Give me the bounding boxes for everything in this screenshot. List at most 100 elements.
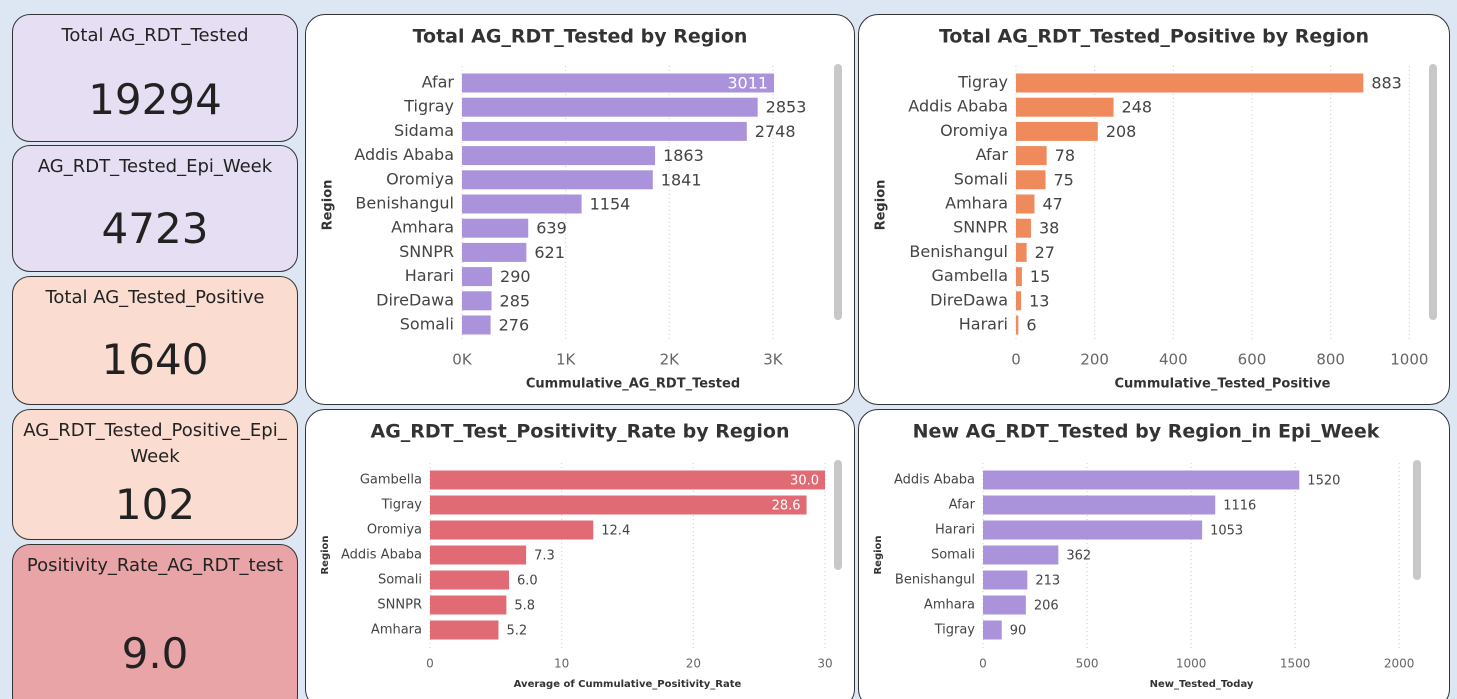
bar bbox=[983, 620, 1002, 640]
data-label: 30.0 bbox=[790, 474, 819, 489]
data-label: 15 bbox=[1030, 267, 1050, 286]
scrollbar bbox=[1429, 64, 1437, 320]
scrollbar bbox=[834, 460, 842, 570]
y-tick-label: Tigray bbox=[403, 97, 454, 116]
x-tick-label: 0K bbox=[452, 351, 473, 369]
y-tick-label: DireDawa bbox=[930, 290, 1008, 309]
bar bbox=[1016, 242, 1027, 262]
y-tick-label: Oromiya bbox=[386, 169, 454, 188]
data-label: 7.3 bbox=[534, 549, 555, 564]
x-tick-label: 0 bbox=[979, 657, 987, 671]
bar bbox=[983, 570, 1028, 590]
kpi-value: 102 bbox=[114, 480, 196, 529]
bar bbox=[1016, 97, 1114, 117]
bar bbox=[462, 194, 582, 214]
data-label: 47 bbox=[1042, 195, 1062, 214]
x-tick-label: 2K bbox=[660, 351, 681, 369]
data-label: 3011 bbox=[727, 74, 768, 93]
y-tick-label: Gambella bbox=[932, 266, 1008, 285]
y-tick-label: Gambella bbox=[360, 473, 422, 488]
kpi-value: 9.0 bbox=[121, 629, 189, 678]
y-tick-label: Amhara bbox=[371, 623, 422, 638]
bar bbox=[430, 570, 509, 590]
data-label: 1053 bbox=[1210, 524, 1243, 539]
bar bbox=[462, 267, 493, 287]
data-label: 12.4 bbox=[601, 524, 630, 539]
y-tick-label: Benishangul bbox=[909, 242, 1008, 261]
y-tick-label: SNNPR bbox=[953, 218, 1008, 237]
data-label: 78 bbox=[1055, 146, 1075, 165]
bar bbox=[462, 121, 747, 141]
x-tick-label: 3K bbox=[763, 351, 784, 369]
x-tick-label: 1500 bbox=[1280, 657, 1311, 671]
data-label: 2853 bbox=[766, 98, 807, 117]
data-label: 5.2 bbox=[506, 624, 527, 639]
data-label: 639 bbox=[536, 219, 567, 238]
kpi-card: Positivity_Rate_AG_RDT_test 9.0 bbox=[12, 544, 298, 699]
x-tick-label: 0 bbox=[426, 657, 434, 671]
bar bbox=[430, 470, 825, 490]
y-tick-label: Tigray bbox=[957, 73, 1008, 92]
x-tick-label: 500 bbox=[1076, 657, 1099, 671]
x-tick-label: 400 bbox=[1159, 351, 1188, 369]
chart-title: Total AG_RDT_Tested_Positive by Region bbox=[939, 26, 1369, 48]
kpi-title: AG_RDT_Tested_Epi_Week bbox=[37, 156, 273, 177]
y-tick-label: Addis Ababa bbox=[894, 473, 975, 488]
bar bbox=[462, 291, 492, 311]
data-label: 27 bbox=[1035, 243, 1055, 262]
data-label: 1520 bbox=[1307, 474, 1340, 489]
y-axis-title: Region bbox=[321, 180, 336, 231]
bar bbox=[983, 595, 1026, 615]
y-tick-label: Somali bbox=[954, 169, 1008, 188]
data-label: 1116 bbox=[1223, 499, 1256, 514]
x-tick-label: 1000 bbox=[1176, 657, 1207, 671]
chart-panel bbox=[858, 409, 1450, 699]
data-label: 276 bbox=[499, 316, 530, 335]
x-axis-title: New_Tested_Today bbox=[1150, 679, 1254, 690]
bar bbox=[430, 520, 594, 540]
y-axis-title: Region bbox=[873, 535, 884, 574]
scrollbar bbox=[1413, 460, 1421, 580]
x-tick-label: 30 bbox=[817, 657, 832, 671]
bar bbox=[430, 545, 527, 565]
data-label: 1154 bbox=[590, 195, 631, 214]
bar bbox=[1016, 146, 1047, 166]
y-tick-label: Tigray bbox=[934, 623, 976, 638]
kpi-title: AG_RDT_Tested_Positive_Epi_Week bbox=[23, 420, 287, 467]
y-axis-title: Region bbox=[874, 180, 889, 231]
data-label: 90 bbox=[1010, 624, 1027, 639]
bar bbox=[462, 73, 775, 93]
bar bbox=[1016, 218, 1031, 238]
chart-panel bbox=[305, 409, 855, 699]
y-tick-label: Oromiya bbox=[367, 523, 422, 538]
data-label: 1863 bbox=[663, 146, 704, 165]
x-tick-label: 2000 bbox=[1384, 657, 1415, 671]
bar bbox=[462, 242, 527, 262]
bar bbox=[1016, 315, 1019, 335]
bar bbox=[983, 495, 1216, 515]
x-tick-label: 0 bbox=[1011, 351, 1021, 369]
y-tick-label: Harari bbox=[959, 315, 1008, 334]
y-tick-label: Somali bbox=[378, 573, 422, 588]
kpi-card: Total AG_RDT_Tested 19294 bbox=[12, 14, 298, 142]
kpi-card: Total AG_Tested_Positive 1640 bbox=[12, 276, 298, 405]
y-tick-label: Addis Ababa bbox=[354, 145, 454, 164]
data-label: 213 bbox=[1035, 574, 1060, 589]
y-tick-label: Benishangul bbox=[895, 573, 975, 588]
y-tick-label: Afar bbox=[949, 498, 976, 513]
bar bbox=[1016, 291, 1022, 311]
kpi-title: Positivity_Rate_AG_RDT_test bbox=[26, 555, 284, 576]
data-label: 362 bbox=[1066, 549, 1091, 564]
data-label: 248 bbox=[1122, 98, 1153, 117]
data-label: 1841 bbox=[661, 170, 702, 189]
x-tick-label: 1K bbox=[556, 351, 577, 369]
data-label: 38 bbox=[1039, 219, 1059, 238]
kpi-value: 19294 bbox=[88, 75, 222, 124]
y-tick-label: Sidama bbox=[394, 121, 454, 140]
data-label: 28.6 bbox=[772, 499, 801, 514]
data-label: 206 bbox=[1034, 599, 1059, 614]
bar bbox=[462, 97, 758, 117]
bar bbox=[1016, 194, 1035, 214]
kpi-value: 1640 bbox=[101, 335, 209, 384]
